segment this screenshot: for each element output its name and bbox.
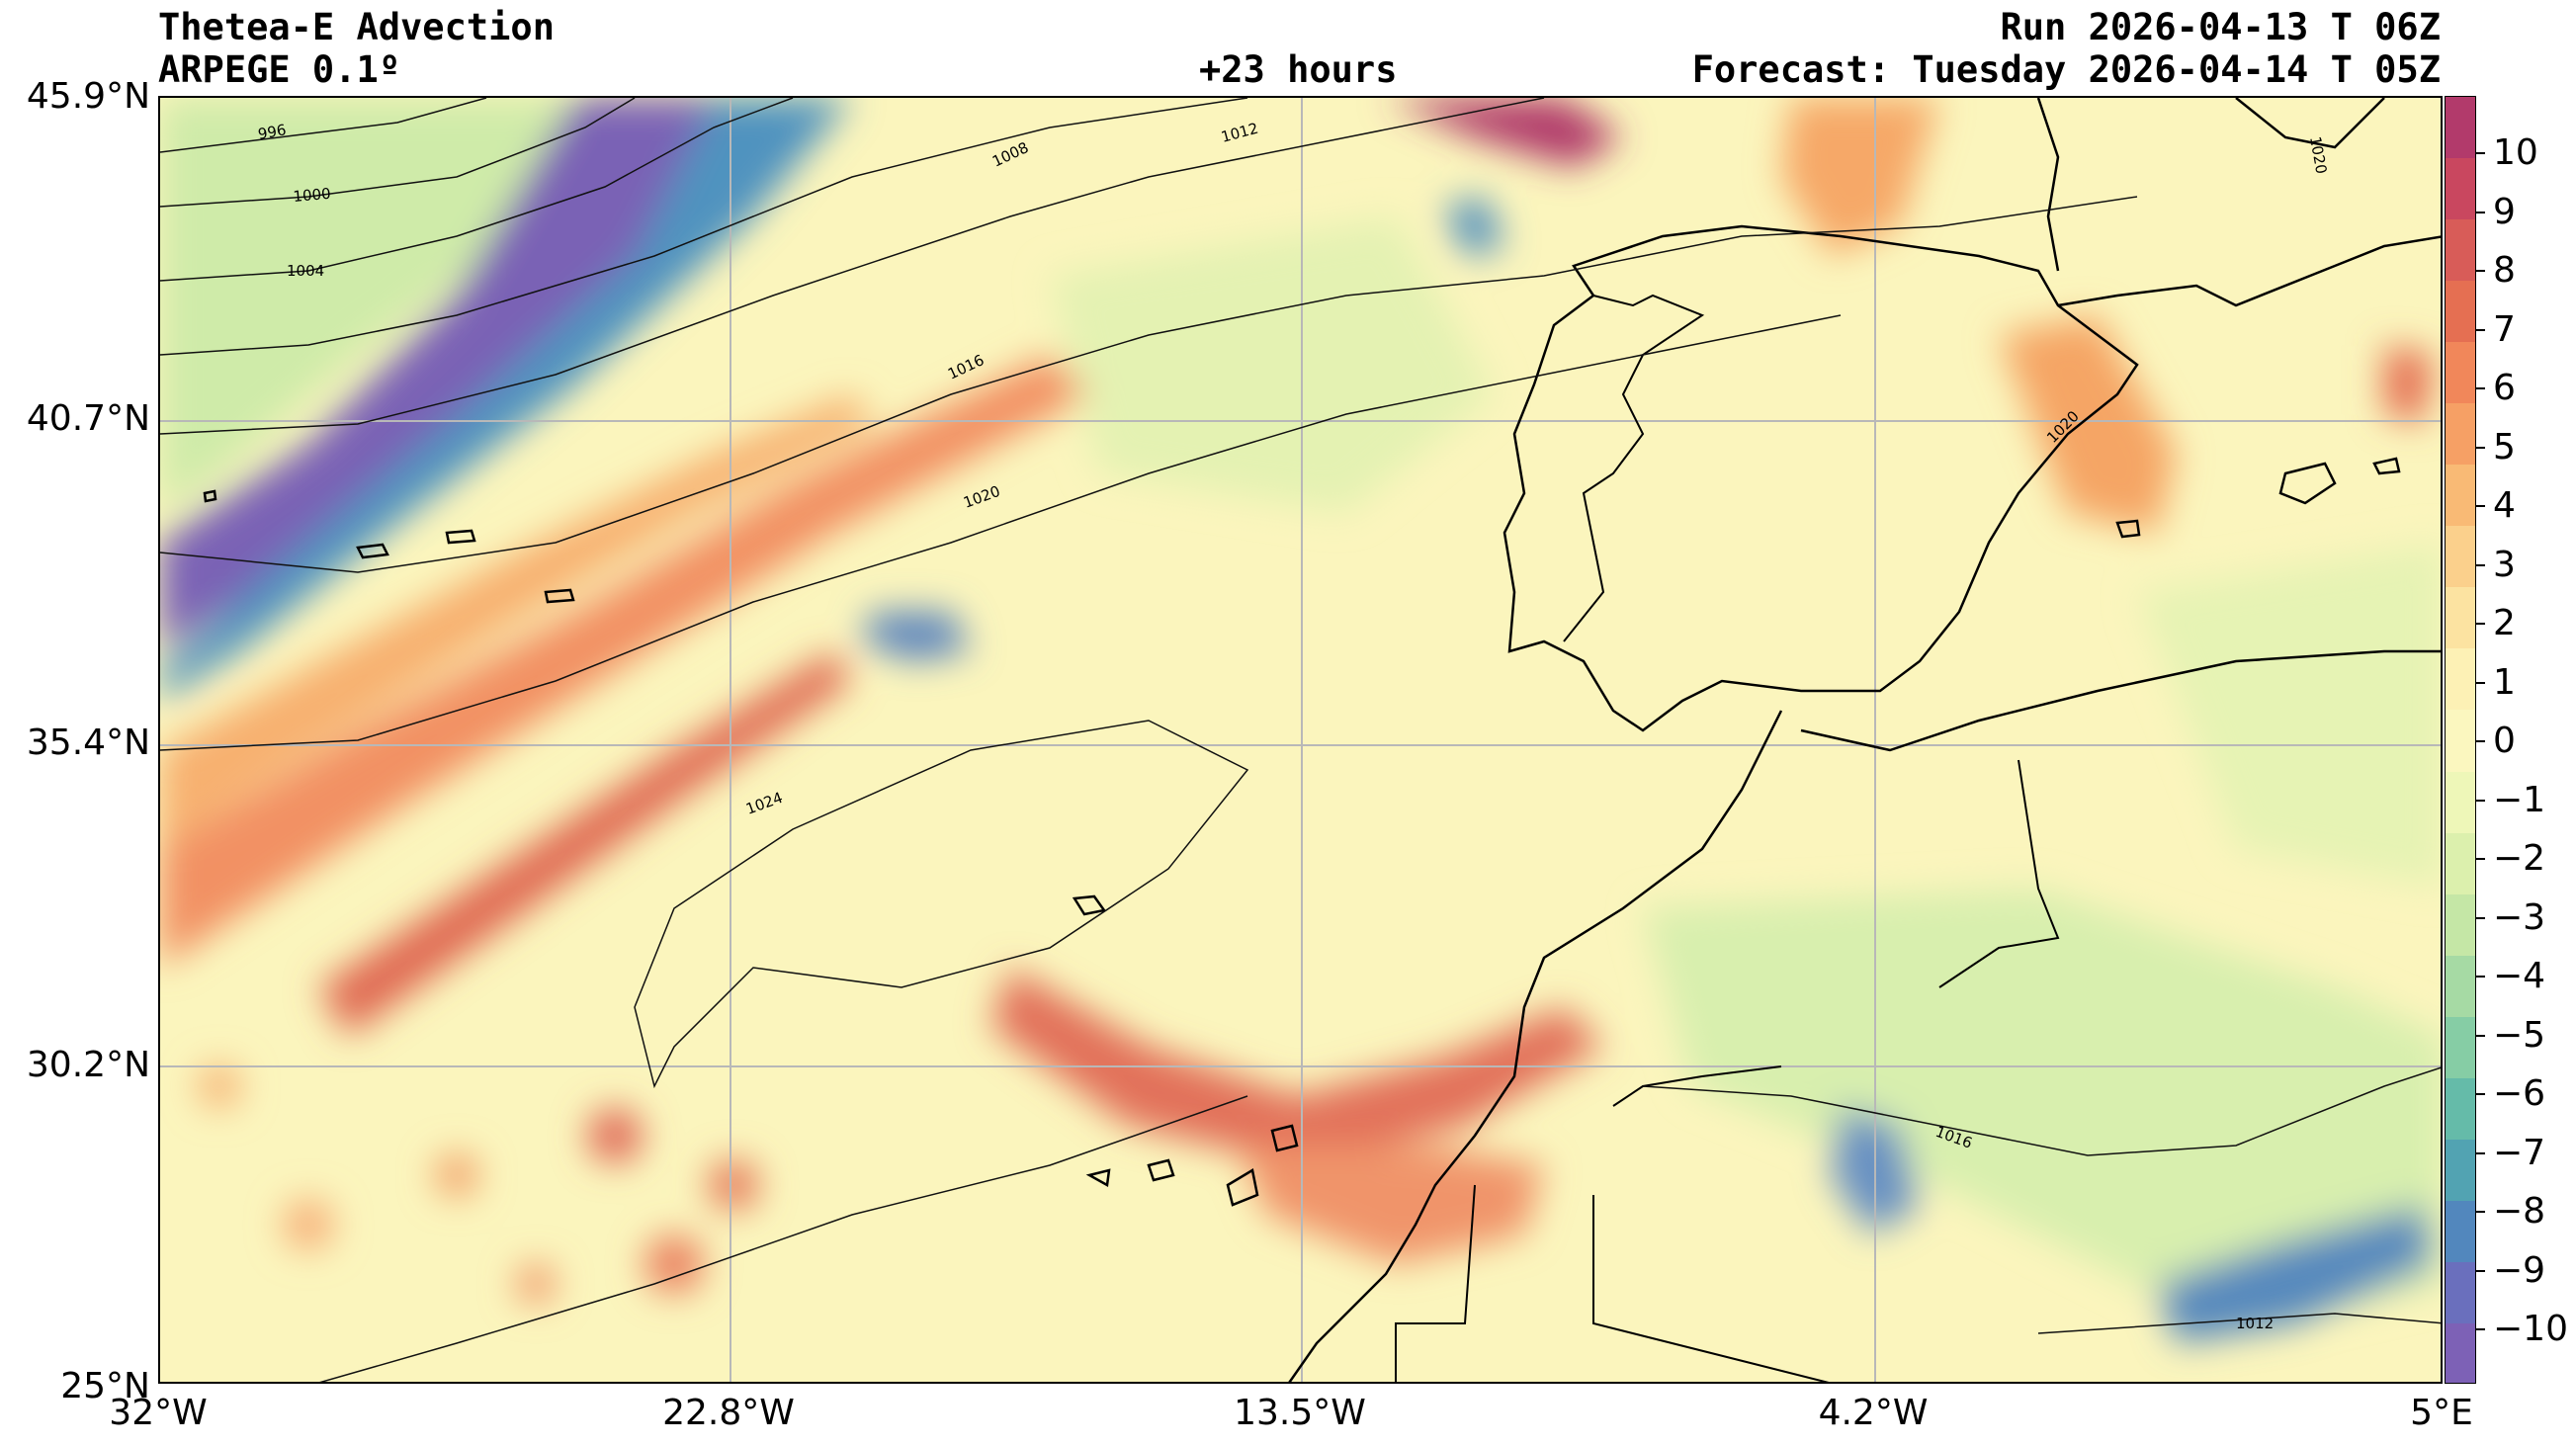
colorbar-segment [2446,955,2475,1018]
colorbar-tick [2476,446,2485,449]
lead-time-label: +23 hours [1199,48,1398,91]
colorbar-tick-label: −4 [2493,956,2546,996]
country-borders [1395,294,2060,1382]
colorbar-tick-label: 10 [2493,132,2538,173]
lat-label: 25°N [60,1366,150,1406]
colorbar-segment [2446,1322,2475,1383]
colorbar-tick-label: −2 [2493,838,2546,879]
colorbar-segment [2446,893,2475,957]
colorbar-tick-label: 5 [2493,426,2516,468]
lat-label: 40.7°N [26,398,150,439]
colorbar-segment [2446,587,2475,650]
colorbar-tick [2476,270,2485,272]
colorbar-tick-label: 3 [2493,544,2516,585]
colorbar-tick [2476,976,2485,978]
colorbar-tick [2476,505,2485,507]
colorbar-tick-label: 8 [2493,250,2516,291]
lon-label: 13.5°W [1234,1393,1366,1433]
model-label: ARPEGE 0.1º [158,48,401,91]
colorbar-segment [2446,710,2475,773]
colorbar-segment [2446,1139,2475,1202]
forecast-label: Forecast: Tuesday 2026-04-14 T 05Z [1691,48,2441,91]
lat-label: 30.2°N [26,1045,150,1085]
colorbar-segment [2446,1261,2475,1324]
colorbar-segment [2446,526,2475,589]
lon-label: 32°W [109,1393,208,1433]
colorbar-tick [2476,1034,2485,1037]
colorbar-tick-label: −5 [2493,1014,2546,1056]
colorbar-tick-label: 1 [2493,661,2516,703]
colorbar-segment [2446,771,2475,834]
colorbar-segment [2446,97,2475,160]
colorbar-tick [2476,799,2485,802]
colorbar-tick [2476,740,2485,742]
colorbar-tick-label: 7 [2493,308,2516,350]
colorbar-tick-label: −1 [2493,779,2546,820]
colorbar-tick-label: −9 [2493,1249,2546,1291]
colorbar-segment [2446,281,2475,344]
coastlines [203,98,2441,1382]
colorbar [2445,96,2476,1384]
colorbar-tick [2476,211,2485,213]
colorbar-tick [2476,328,2485,331]
colorbar-segment [2446,648,2475,712]
colorbar-tick [2476,387,2485,389]
colorbar-tick [2476,1211,2485,1213]
colorbar-segment [2446,1016,2475,1079]
colorbar-tick-label: 9 [2493,191,2516,232]
colorbar-tick-label: −6 [2493,1073,2546,1114]
isobars [160,98,2441,1382]
colorbar-tick-label: −7 [2493,1132,2546,1173]
colorbar-tick [2476,681,2485,684]
lon-label: 5°E [2410,1393,2473,1433]
lon-label: 4.2°W [1818,1393,1929,1433]
run-label: Run 2026-04-13 T 06Z [2000,6,2441,48]
colorbar-tick [2476,1151,2485,1154]
colorbar-segment [2446,832,2475,895]
isobar-label: 1004 [287,262,324,280]
lat-label: 45.9°N [26,76,150,117]
lat-label: 35.4°N [26,723,150,763]
colorbar-tick [2476,1328,2485,1330]
isobar-label: 1012 [2236,1315,2274,1332]
colorbar-tick [2476,858,2485,860]
colorbar-tick-label: −3 [2493,896,2546,938]
colorbar-segment [2446,465,2475,528]
colorbar-segment [2446,1200,2475,1263]
map-panel: 996 1000 1004 1008 1012 1016 1020 1024 1… [158,96,2443,1384]
colorbar-tick [2476,1269,2485,1272]
colorbar-tick [2476,1093,2485,1095]
colorbar-tick-label: 0 [2493,721,2516,761]
map-title: Thetea-E Advection [158,6,555,48]
gridlines [160,98,2441,1382]
lon-label: 22.8°W [662,1393,795,1433]
colorbar-segment [2446,342,2475,405]
colorbar-tick-label: 6 [2493,368,2516,408]
colorbar-tick-label: −8 [2493,1191,2546,1232]
colorbar-segment [2446,403,2475,467]
isobar-label: 1000 [293,185,332,206]
colorbar-tick-label: 4 [2493,485,2516,526]
colorbar-tick [2476,563,2485,566]
isobar-label: 996 [257,121,288,143]
colorbar-tick-label: 2 [2493,603,2516,643]
colorbar-segment [2446,158,2475,221]
colorbar-tick [2476,916,2485,919]
colorbar-segment [2446,1077,2475,1141]
colorbar-tick [2476,152,2485,154]
advection-field [160,98,2441,1343]
colorbar-segment [2446,219,2475,283]
colorbar-tick [2476,623,2485,625]
colorbar-tick-label: −10 [2493,1309,2568,1349]
